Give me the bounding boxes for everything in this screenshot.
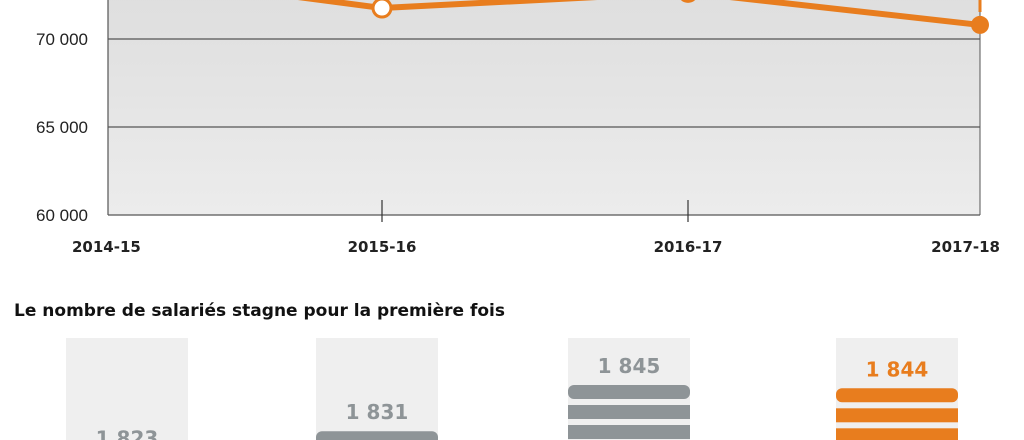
- x-tick-label: 2016-17: [654, 238, 723, 256]
- data-point: [371, 0, 393, 19]
- plot-area: [108, 0, 980, 215]
- data-point: [680, 0, 696, 3]
- bar-value-label: 1 823: [96, 427, 159, 440]
- bar-stripe: [836, 388, 958, 403]
- bar-stripe: [316, 431, 438, 440]
- bar-stripe: [568, 385, 690, 399]
- data-point: [971, 15, 989, 34]
- bar-chart-title: Le nombre de salariés stagne pour la pre…: [14, 301, 505, 321]
- bar-value-label: 1 844: [866, 357, 929, 381]
- bar-stripe: [568, 405, 690, 419]
- bar-background: [66, 338, 188, 440]
- bar-value-label: 1 845: [598, 354, 661, 378]
- bar-value-label: 1 831: [346, 400, 409, 424]
- bar-background: [316, 338, 438, 440]
- y-tick-label: 60 000: [36, 206, 88, 225]
- x-tick-label: 2015-16: [348, 238, 417, 256]
- x-tick-label: 2017-18: [931, 238, 1000, 256]
- y-tick-label: 65 000: [36, 118, 88, 137]
- bar-stripe: [836, 428, 958, 440]
- data-line: [297, 0, 981, 28]
- x-tick-label: 2014-15: [72, 238, 141, 256]
- y-tick-label: 70 000: [36, 30, 88, 49]
- bar-stripe: [836, 408, 958, 423]
- bar-stripe: [568, 425, 690, 439]
